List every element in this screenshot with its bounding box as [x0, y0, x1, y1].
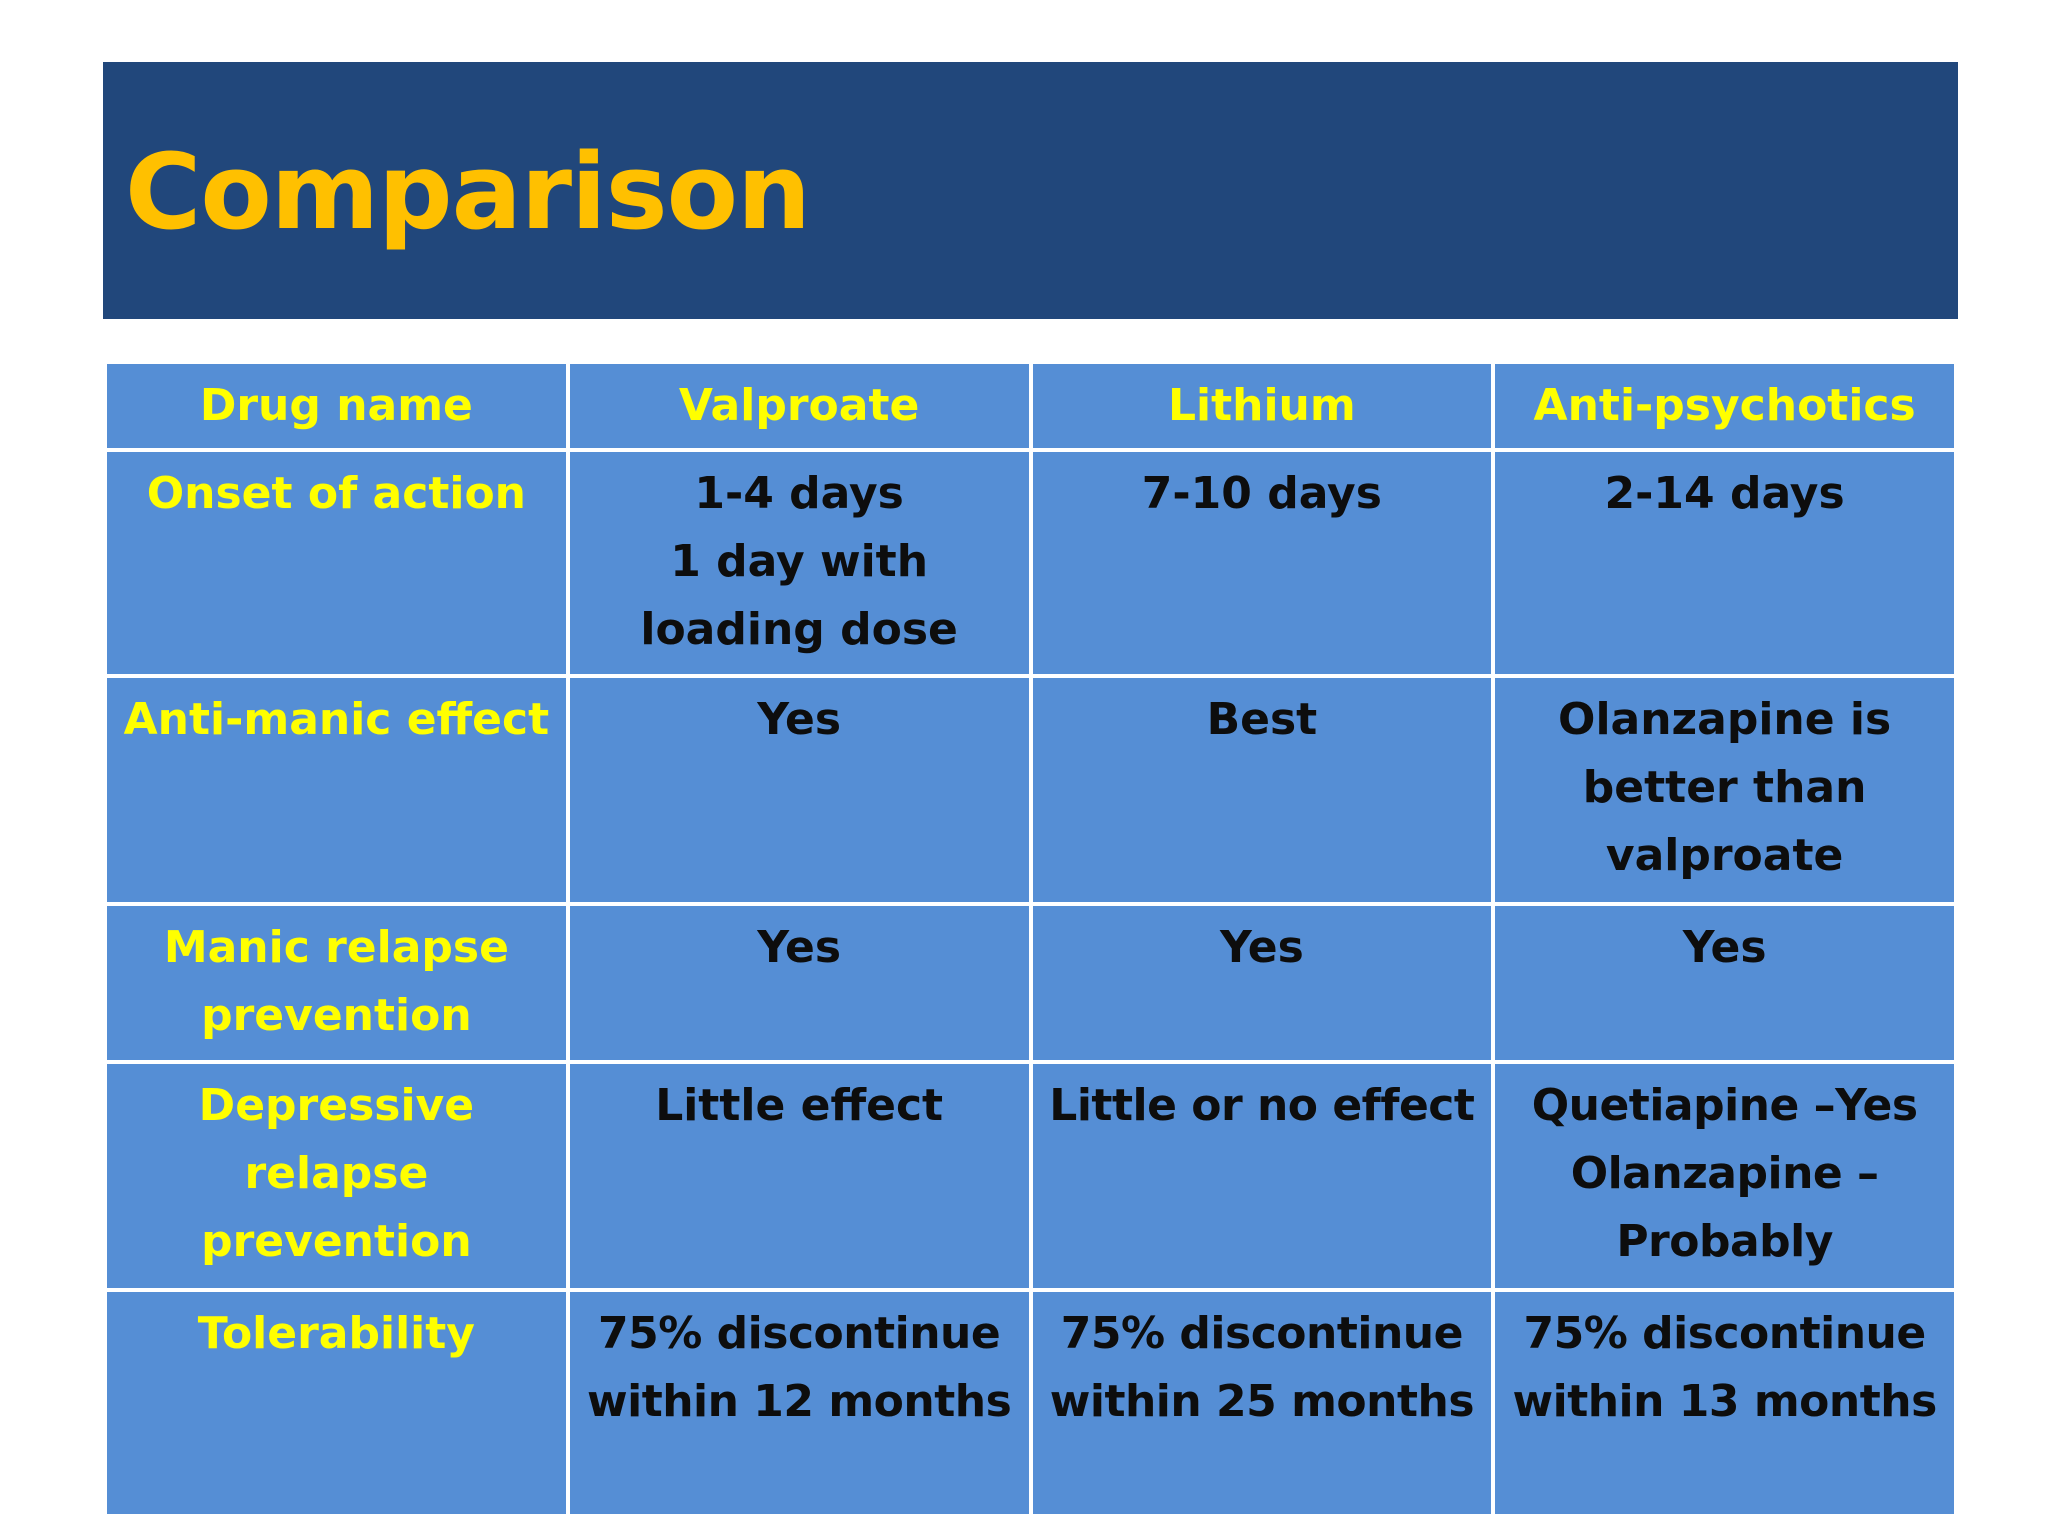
table-row-onset-of-action: Onset of action 1-4 days 1 day with load… [103, 448, 1958, 678]
cell-lithium-depressive-relapse: Little or no effect [1028, 1060, 1496, 1292]
cell-line: 2-14 days [1604, 468, 1845, 519]
table-header-row: Drug name Valproate Lithium Anti-psychot… [103, 360, 1958, 452]
cell-valproate-onset: 1-4 days 1 day with loading dose [565, 448, 1033, 678]
cell-line: Tolerability [197, 1308, 475, 1359]
cell-lithium-tolerability: 75% discontinue within 25 months [1028, 1288, 1496, 1518]
cell-line: prevention [201, 1216, 472, 1267]
cell-line: 1 day with [670, 536, 929, 587]
cell-line: Olanzapine is [1558, 694, 1892, 745]
header-valproate: Valproate [565, 360, 1033, 452]
cell-line: 75% discontinue [1060, 1308, 1464, 1359]
slide-title: Comparison [125, 131, 811, 253]
cell-line: 7-10 days [1141, 468, 1382, 519]
cell-valproate-depressive-relapse: Little effect [565, 1060, 1033, 1292]
table-row-depressive-relapse-prevention: Depressive relapse prevention Little eff… [103, 1060, 1958, 1292]
cell-lithium-manic-relapse: Yes [1028, 902, 1496, 1064]
cell-line: valproate [1605, 830, 1844, 881]
title-bar: Comparison [103, 62, 1958, 319]
cell-line: Onset of action [146, 468, 526, 519]
row-label-anti-manic-effect: Anti-manic effect [103, 674, 570, 906]
cell-antipsychotics-anti-manic: Olanzapine is better than valproate [1491, 674, 1958, 906]
header-drug-name: Drug name [103, 360, 570, 452]
cell-line: prevention [201, 990, 472, 1041]
cell-antipsychotics-manic-relapse: Yes [1491, 902, 1958, 1064]
cell-line: Little effect [655, 1080, 944, 1131]
cell-lithium-onset: 7-10 days [1028, 448, 1496, 678]
cell-line: 75% discontinue [1523, 1308, 1927, 1359]
cell-line: relapse [244, 1148, 429, 1199]
cell-line: 1-4 days [694, 468, 904, 519]
cell-line: Anti-manic effect [123, 694, 550, 745]
cell-lithium-anti-manic: Best [1028, 674, 1496, 906]
row-label-tolerability: Tolerability [103, 1288, 570, 1518]
cell-line: within 25 months [1049, 1376, 1475, 1427]
cell-line: loading dose [640, 604, 958, 655]
comparison-table: Drug name Valproate Lithium Anti-psychot… [103, 360, 1958, 1518]
cell-line: 75% discontinue [598, 1308, 1001, 1359]
cell-line: Olanzapine – [1570, 1148, 1879, 1199]
cell-line: Yes [757, 922, 842, 973]
header-anti-psychotics: Anti-psychotics [1491, 360, 1958, 452]
cell-line: Depressive [198, 1080, 475, 1131]
cell-line: Manic relapse [163, 922, 509, 973]
row-label-depressive-relapse-prevention: Depressive relapse prevention [103, 1060, 570, 1292]
cell-line: Yes [757, 694, 842, 745]
cell-valproate-manic-relapse: Yes [565, 902, 1033, 1064]
row-label-onset-of-action: Onset of action [103, 448, 570, 678]
row-label-manic-relapse-prevention: Manic relapse prevention [103, 902, 570, 1064]
table-row-manic-relapse-prevention: Manic relapse prevention Yes Yes Yes [103, 902, 1958, 1064]
cell-line: within 12 months [586, 1376, 1012, 1427]
cell-line: Best [1206, 694, 1318, 745]
cell-line: Yes [1219, 922, 1304, 973]
cell-line: better than [1582, 762, 1867, 813]
cell-line: Quetiapine –Yes [1531, 1080, 1918, 1131]
cell-valproate-anti-manic: Yes [565, 674, 1033, 906]
cell-valproate-tolerability: 75% discontinue within 12 months [565, 1288, 1033, 1518]
header-lithium: Lithium [1028, 360, 1496, 452]
table-row-tolerability: Tolerability 75% discontinue within 12 m… [103, 1288, 1958, 1518]
cell-line: within 13 months [1512, 1376, 1937, 1427]
cell-antipsychotics-tolerability: 75% discontinue within 13 months [1491, 1288, 1958, 1518]
cell-line: Yes [1682, 922, 1767, 973]
table-row-anti-manic-effect: Anti-manic effect Yes Best Olanzapine is… [103, 674, 1958, 906]
cell-antipsychotics-depressive-relapse: Quetiapine –Yes Olanzapine – Probably [1491, 1060, 1958, 1292]
cell-antipsychotics-onset: 2-14 days [1491, 448, 1958, 678]
cell-line: Little or no effect [1049, 1080, 1475, 1131]
cell-line: Probably [1616, 1216, 1833, 1267]
